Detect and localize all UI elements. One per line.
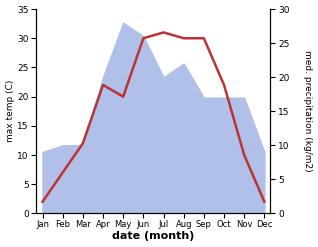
Y-axis label: med. precipitation (kg/m2): med. precipitation (kg/m2)	[303, 50, 313, 172]
Y-axis label: max temp (C): max temp (C)	[5, 80, 15, 143]
X-axis label: date (month): date (month)	[112, 231, 195, 242]
